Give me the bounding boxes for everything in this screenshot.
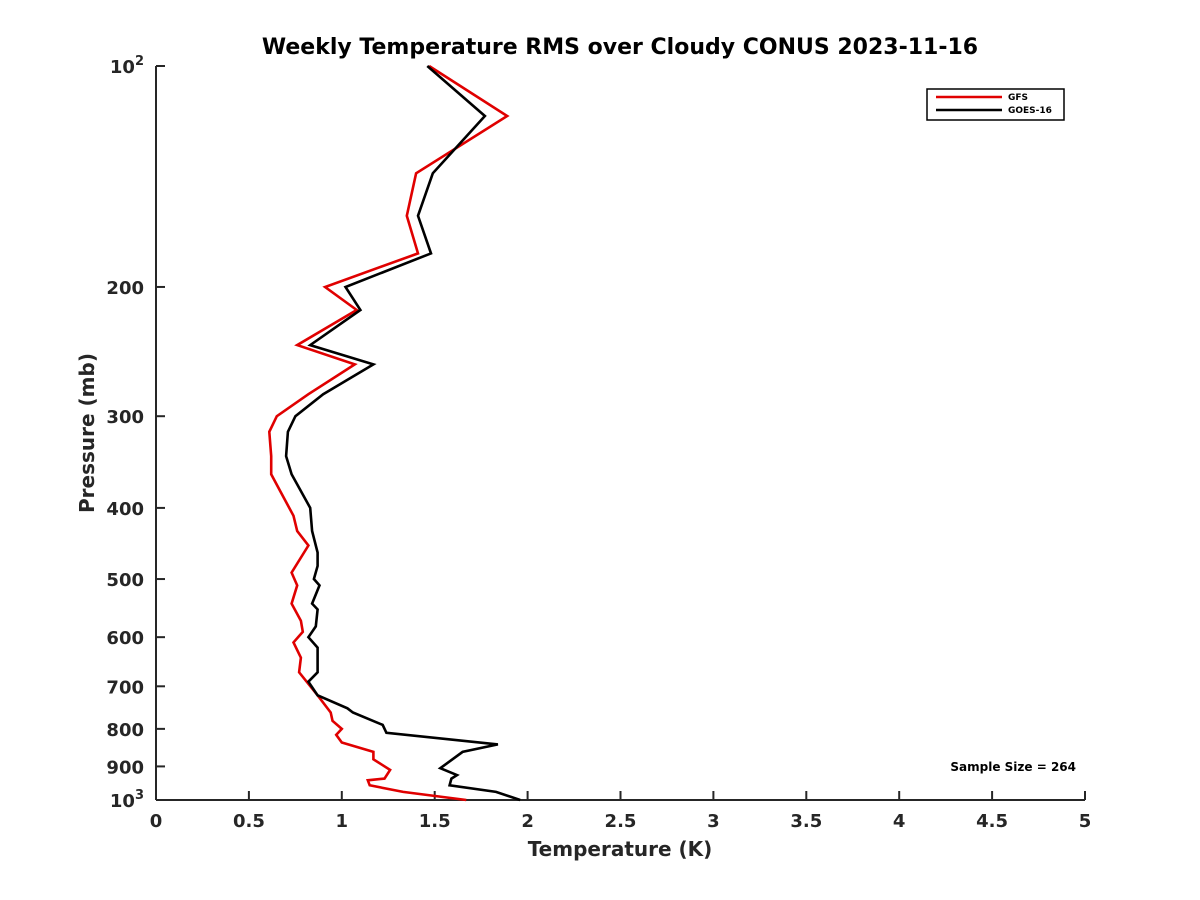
x-tick-label: 1 — [336, 811, 349, 832]
x-tick-label: 1.5 — [419, 811, 451, 832]
x-axis-label: Temperature (K) — [528, 837, 713, 861]
y-tick-label: 600 — [106, 628, 144, 649]
sample-size-annotation: Sample Size = 264 — [950, 760, 1076, 774]
legend-box — [926, 88, 1065, 121]
y-tick-label-base: 10 — [110, 57, 135, 78]
x-tick-label: 0.5 — [233, 811, 265, 832]
y-tick-label-base: 10 — [110, 791, 135, 812]
y-tick-label: 900 — [106, 757, 144, 778]
y-tick-label: 500 — [106, 570, 144, 591]
y-tick-label: 200 — [106, 278, 144, 299]
x-ticks: 0 0.5 1 1.5 2 2.5 3 3.5 4 4.5 5 — [150, 791, 1092, 832]
x-tick-label: 0 — [150, 811, 163, 832]
y-tick-label: 400 — [106, 499, 144, 520]
series-line-gfs — [267, 64, 510, 802]
x-tick-label: 4 — [893, 811, 906, 832]
x-tick-label: 2 — [521, 811, 534, 832]
y-axis-label: Pressure (mb) — [75, 353, 99, 513]
legend-label: GOES-16 — [1008, 106, 1052, 116]
chart-title: Weekly Temperature RMS over Cloudy CONUS… — [262, 35, 978, 60]
y-tick-label-exponent: 3 — [135, 788, 144, 803]
x-tick-label: 4.5 — [976, 811, 1008, 832]
y-tick-label: 103 — [110, 788, 144, 812]
legend: GFS GOES-16 — [926, 88, 1065, 121]
series-lines — [267, 64, 521, 802]
y-tick-label-exponent: 2 — [135, 54, 144, 69]
y-tick-label: 700 — [106, 677, 144, 698]
y-tick-label: 800 — [106, 720, 144, 741]
y-tick-label: 300 — [106, 407, 144, 428]
x-tick-label: 3 — [707, 811, 720, 832]
x-tick-label: 3.5 — [790, 811, 822, 832]
x-tick-label: 5 — [1079, 811, 1092, 832]
x-tick-label: 2.5 — [605, 811, 637, 832]
legend-label: GFS — [1008, 93, 1028, 103]
series-line-goes-16 — [284, 65, 521, 802]
y-tick-label: 102 — [110, 54, 144, 78]
